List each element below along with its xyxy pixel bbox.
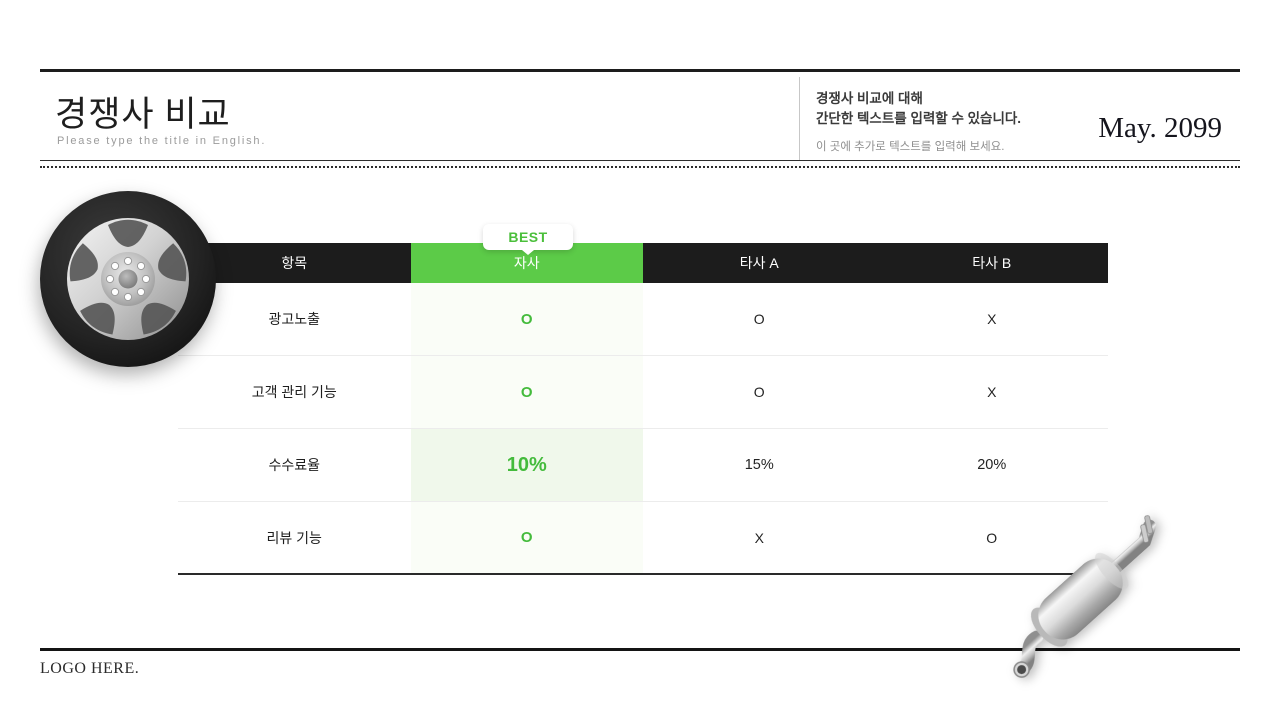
page-title: 경쟁사 비교: [55, 95, 231, 134]
row-label: 수수료율: [268, 457, 321, 473]
competitor-a-value: 15%: [744, 457, 774, 473]
table-row: 수수료율 10% 15% 20%: [178, 429, 1108, 502]
page-subtitle: Please type the title in English.: [57, 135, 267, 147]
best-badge-caret: [522, 250, 534, 255]
description-line-1: 경쟁사 비교에 대해: [816, 91, 923, 106]
table-header-row: 항목 자사 타사 A 타사 B: [178, 243, 1108, 283]
slide-date: May. 2099: [1098, 112, 1222, 144]
comparison-table: BEST 항목 자사 타사 A 타사 B 광고노출 O O X 고객 관리 기능…: [178, 224, 1108, 575]
competitor-b-value: X: [987, 311, 997, 327]
exhaust-muffler-photo: [975, 515, 1195, 678]
best-badge: BEST: [483, 224, 573, 255]
column-header-competitor-a: 타사 A: [643, 243, 876, 283]
own-value: O: [410, 502, 643, 573]
row-label: 고객 관리 기능: [251, 384, 337, 400]
table-row: 고객 관리 기능 O O X: [178, 356, 1108, 429]
column-header-competitor-b: 타사 B: [875, 243, 1108, 283]
header-bottom-rule: [40, 160, 1240, 161]
tire-photo: [38, 189, 218, 369]
top-rule: [40, 69, 1240, 72]
best-badge-label: BEST: [508, 229, 548, 245]
competitor-a-value: O: [753, 311, 765, 327]
description-line-2: 간단한 텍스트를 입력할 수 있습니다.: [816, 111, 1022, 126]
competitor-b-value: X: [987, 384, 997, 400]
bottom-rule: [40, 648, 1240, 651]
logo-placeholder: LOGO HERE.: [40, 660, 140, 677]
own-value: 10%: [410, 429, 643, 501]
table-row: 광고노출 O O X: [178, 283, 1108, 356]
own-value: O: [410, 356, 643, 428]
row-label: 광고노출: [268, 311, 321, 327]
column-header-own: 자사: [410, 243, 643, 283]
header-dotted-rule: [40, 166, 1240, 168]
competitor-a-value: O: [753, 384, 765, 400]
own-value: O: [410, 283, 643, 355]
description-hint: 이 곳에 추가로 텍스트를 입력해 보세요.: [816, 141, 1005, 153]
table-row: 리뷰 기능 O X O: [178, 502, 1108, 575]
competitor-a-value: X: [754, 529, 764, 546]
header-description: 경쟁사 비교에 대해 간단한 텍스트를 입력할 수 있습니다. 이 곳에 추가로…: [816, 89, 1146, 154]
competitor-b-value: O: [986, 529, 998, 546]
header-divider: [799, 77, 800, 161]
column-header-item: 항목: [178, 243, 411, 283]
row-label: 리뷰 기능: [266, 529, 322, 546]
table-body: 광고노출 O O X 고객 관리 기능 O O X 수수료율 10% 15% 2…: [178, 283, 1108, 575]
competitor-b-value: 20%: [977, 457, 1007, 473]
